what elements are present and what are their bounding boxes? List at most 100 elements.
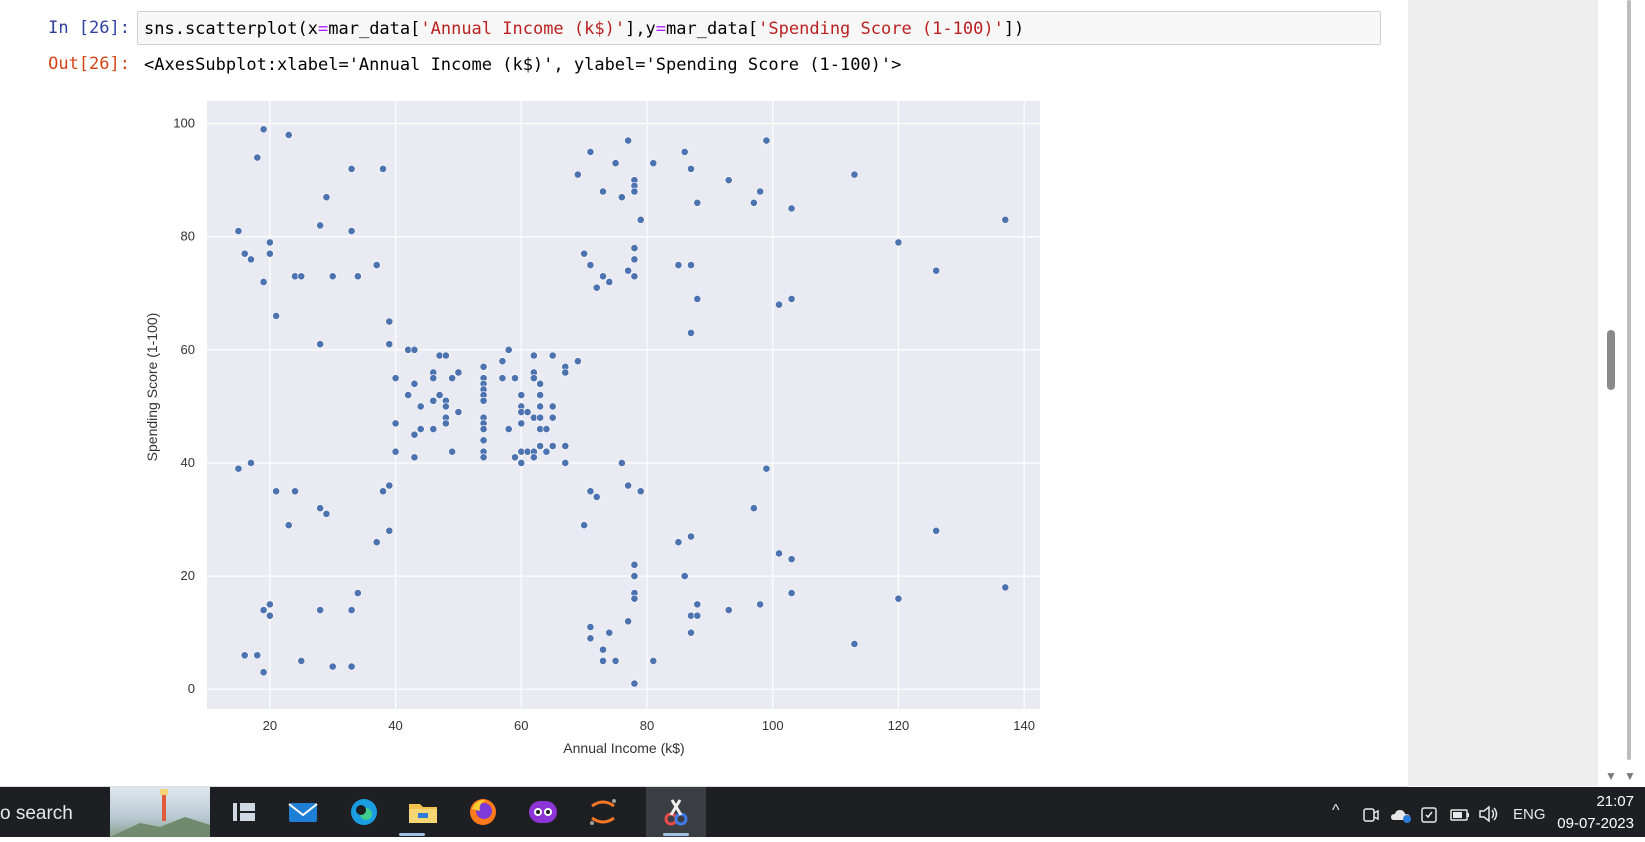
data-point [624, 617, 633, 626]
data-point [435, 391, 444, 400]
data-point [328, 662, 337, 671]
data-point [347, 662, 356, 671]
output-prompt: Out[26]: [48, 54, 130, 74]
data-point [404, 391, 413, 400]
snipping-tool-icon[interactable] [659, 795, 693, 829]
taskbar-search-label[interactable]: o search [0, 803, 73, 824]
data-point [316, 504, 325, 513]
data-point [687, 164, 695, 173]
clock-time[interactable]: 21:07 [1596, 793, 1634, 810]
y-tick-label: 60 [181, 342, 195, 357]
mask-app-icon[interactable] [526, 795, 560, 829]
onedrive-icon[interactable] [1390, 806, 1412, 824]
data-point [693, 198, 702, 207]
data-point [328, 272, 337, 281]
data-point [693, 295, 702, 303]
file-explorer-icon[interactable] [406, 795, 440, 829]
data-point [536, 391, 545, 400]
data-point [617, 459, 626, 467]
search-highlight-image [110, 787, 210, 837]
notebook-area: In [26]: sns.scatterplot(x=mar_data['Ann… [48, 11, 1381, 756]
data-point [586, 148, 595, 156]
data-point [504, 425, 513, 433]
data-point [586, 487, 595, 496]
output-text: <AxesSubplot:xlabel='Annual Income (k$)'… [144, 55, 902, 75]
data-point [649, 657, 658, 665]
code-token: sns.scatterplot(x [144, 19, 318, 39]
scroll-down-arrow-icon[interactable]: ▼ [1624, 769, 1636, 783]
data-point [416, 425, 425, 433]
data-point [284, 131, 293, 139]
data-point [611, 657, 620, 665]
input-language[interactable]: ENG [1513, 806, 1546, 823]
data-point [680, 148, 689, 156]
battery-icon[interactable] [1450, 808, 1470, 822]
code-string: 'Spending Score (1-100)' [758, 19, 1004, 39]
data-point [410, 379, 419, 388]
scrollbar[interactable] [1598, 0, 1630, 786]
data-point [247, 255, 255, 264]
data-point [272, 487, 281, 496]
data-point [894, 238, 903, 247]
data-point [592, 493, 601, 501]
data-point [391, 419, 400, 428]
scroll-down-arrow-icon[interactable]: ▼ [1605, 769, 1617, 783]
x-tick-label: 120 [888, 718, 910, 733]
data-point [410, 430, 419, 439]
data-point [580, 521, 589, 530]
volume-icon[interactable] [1478, 805, 1500, 823]
data-point [372, 261, 381, 269]
data-point [240, 249, 249, 258]
data-point [687, 532, 695, 541]
security-icon[interactable] [1420, 806, 1438, 824]
data-point [429, 396, 438, 405]
task-view-icon[interactable] [227, 795, 261, 829]
data-point [1001, 215, 1010, 224]
data-point [762, 464, 771, 473]
data-point [561, 459, 570, 467]
taskbar-active-item-bg [646, 787, 706, 837]
jupyter-icon[interactable] [586, 795, 620, 829]
data-point [265, 238, 274, 247]
data-point [410, 453, 419, 462]
y-tick-label: 40 [181, 455, 195, 470]
data-point [385, 340, 394, 349]
data-point [259, 125, 268, 134]
scrollbar-thumb[interactable] [1607, 330, 1615, 390]
code-line[interactable]: sns.scatterplot(x=mar_data['Annual Incom… [144, 19, 1024, 39]
data-point [756, 600, 765, 609]
code-token: mar_data[ [328, 19, 421, 39]
data-point [611, 159, 620, 168]
code-cell-input[interactable]: sns.scatterplot(x=mar_data['Annual Incom… [137, 11, 1381, 45]
edge-browser-icon[interactable] [347, 795, 381, 829]
data-point [498, 374, 507, 383]
taskbar [0, 787, 1645, 837]
data-point [441, 402, 450, 411]
mail-icon[interactable] [286, 795, 320, 829]
firefox-icon[interactable] [466, 795, 500, 829]
data-point [932, 266, 941, 275]
meet-now-icon[interactable] [1362, 806, 1380, 824]
show-hidden-icons-chevron-icon[interactable]: ^ [1332, 802, 1340, 819]
data-point [234, 464, 243, 473]
y-tick-label: 0 [188, 681, 195, 696]
data-point [353, 272, 362, 281]
data-point [674, 538, 683, 547]
data-point [548, 442, 557, 450]
data-point [247, 459, 255, 467]
data-point [479, 396, 488, 405]
data-point [617, 193, 626, 202]
data-point [850, 170, 859, 179]
data-point [586, 261, 595, 269]
data-point [284, 521, 293, 530]
outer-scrollbar-track[interactable] [1627, 0, 1631, 760]
running-indicator [399, 833, 425, 836]
clock-date[interactable]: 09-07-2023 [1557, 815, 1634, 832]
data-point [316, 340, 325, 349]
data-point [630, 272, 639, 281]
divider [0, 786, 1408, 787]
data-point [749, 504, 758, 513]
data-point [775, 549, 783, 558]
data-point [636, 215, 645, 224]
data-point [511, 374, 519, 383]
